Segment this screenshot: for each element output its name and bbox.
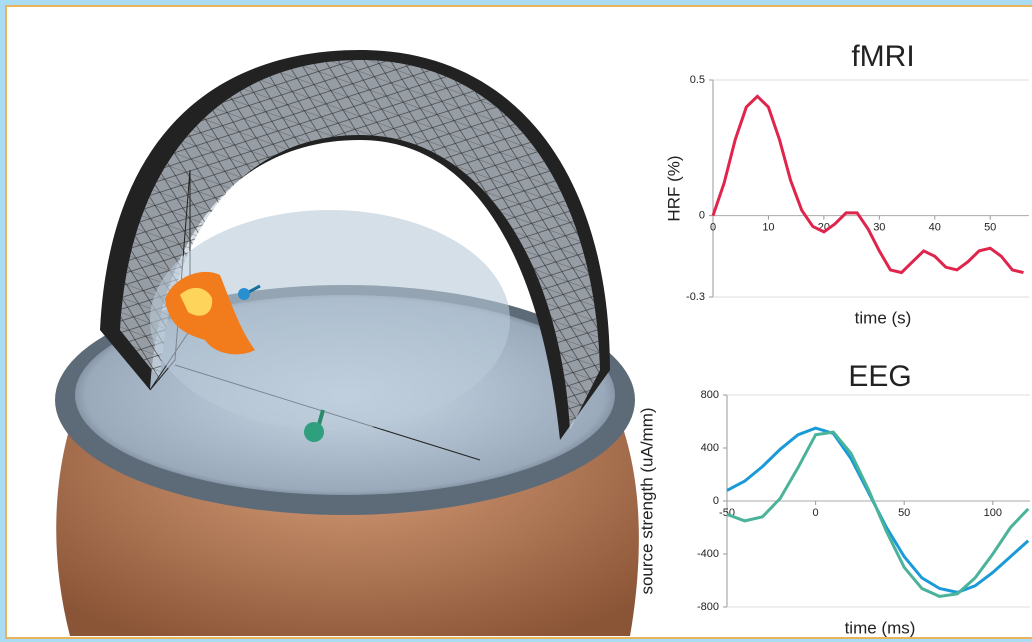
y-tick-label: 400 — [701, 442, 719, 454]
x-tick-label: 50 — [898, 507, 910, 519]
x-axis-label: time (s) — [855, 308, 912, 327]
y-tick-label: 0 — [713, 495, 719, 507]
x-tick-label: 0 — [813, 507, 819, 519]
chart-title: fMRI — [851, 40, 914, 73]
x-tick-label: 30 — [873, 222, 885, 234]
x-axis-label: time (ms) — [845, 618, 916, 637]
y-tick-label: 0 — [699, 210, 705, 222]
y-axis-label: HRF (%) — [664, 155, 683, 221]
y-tick-label: 0.5 — [690, 74, 705, 86]
chart-title: EEG — [848, 360, 911, 393]
page: -0.300.501020304050fMRItime (s)HRF (%)-8… — [0, 0, 1032, 642]
y-tick-label: -400 — [697, 548, 719, 560]
x-tick-label: 10 — [762, 222, 774, 234]
x-tick-label: 40 — [929, 222, 941, 234]
y-tick-label: -800 — [697, 601, 719, 613]
y-axis-label: source strength (uA/mm) — [637, 407, 656, 594]
x-tick-label: 0 — [710, 222, 716, 234]
y-tick-label: -0.3 — [686, 291, 705, 303]
x-tick-label: 50 — [984, 222, 996, 234]
x-tick-label: 100 — [984, 507, 1002, 519]
y-tick-label: 800 — [701, 389, 719, 401]
figure: -0.300.501020304050fMRItime (s)HRF (%)-8… — [0, 0, 1032, 642]
